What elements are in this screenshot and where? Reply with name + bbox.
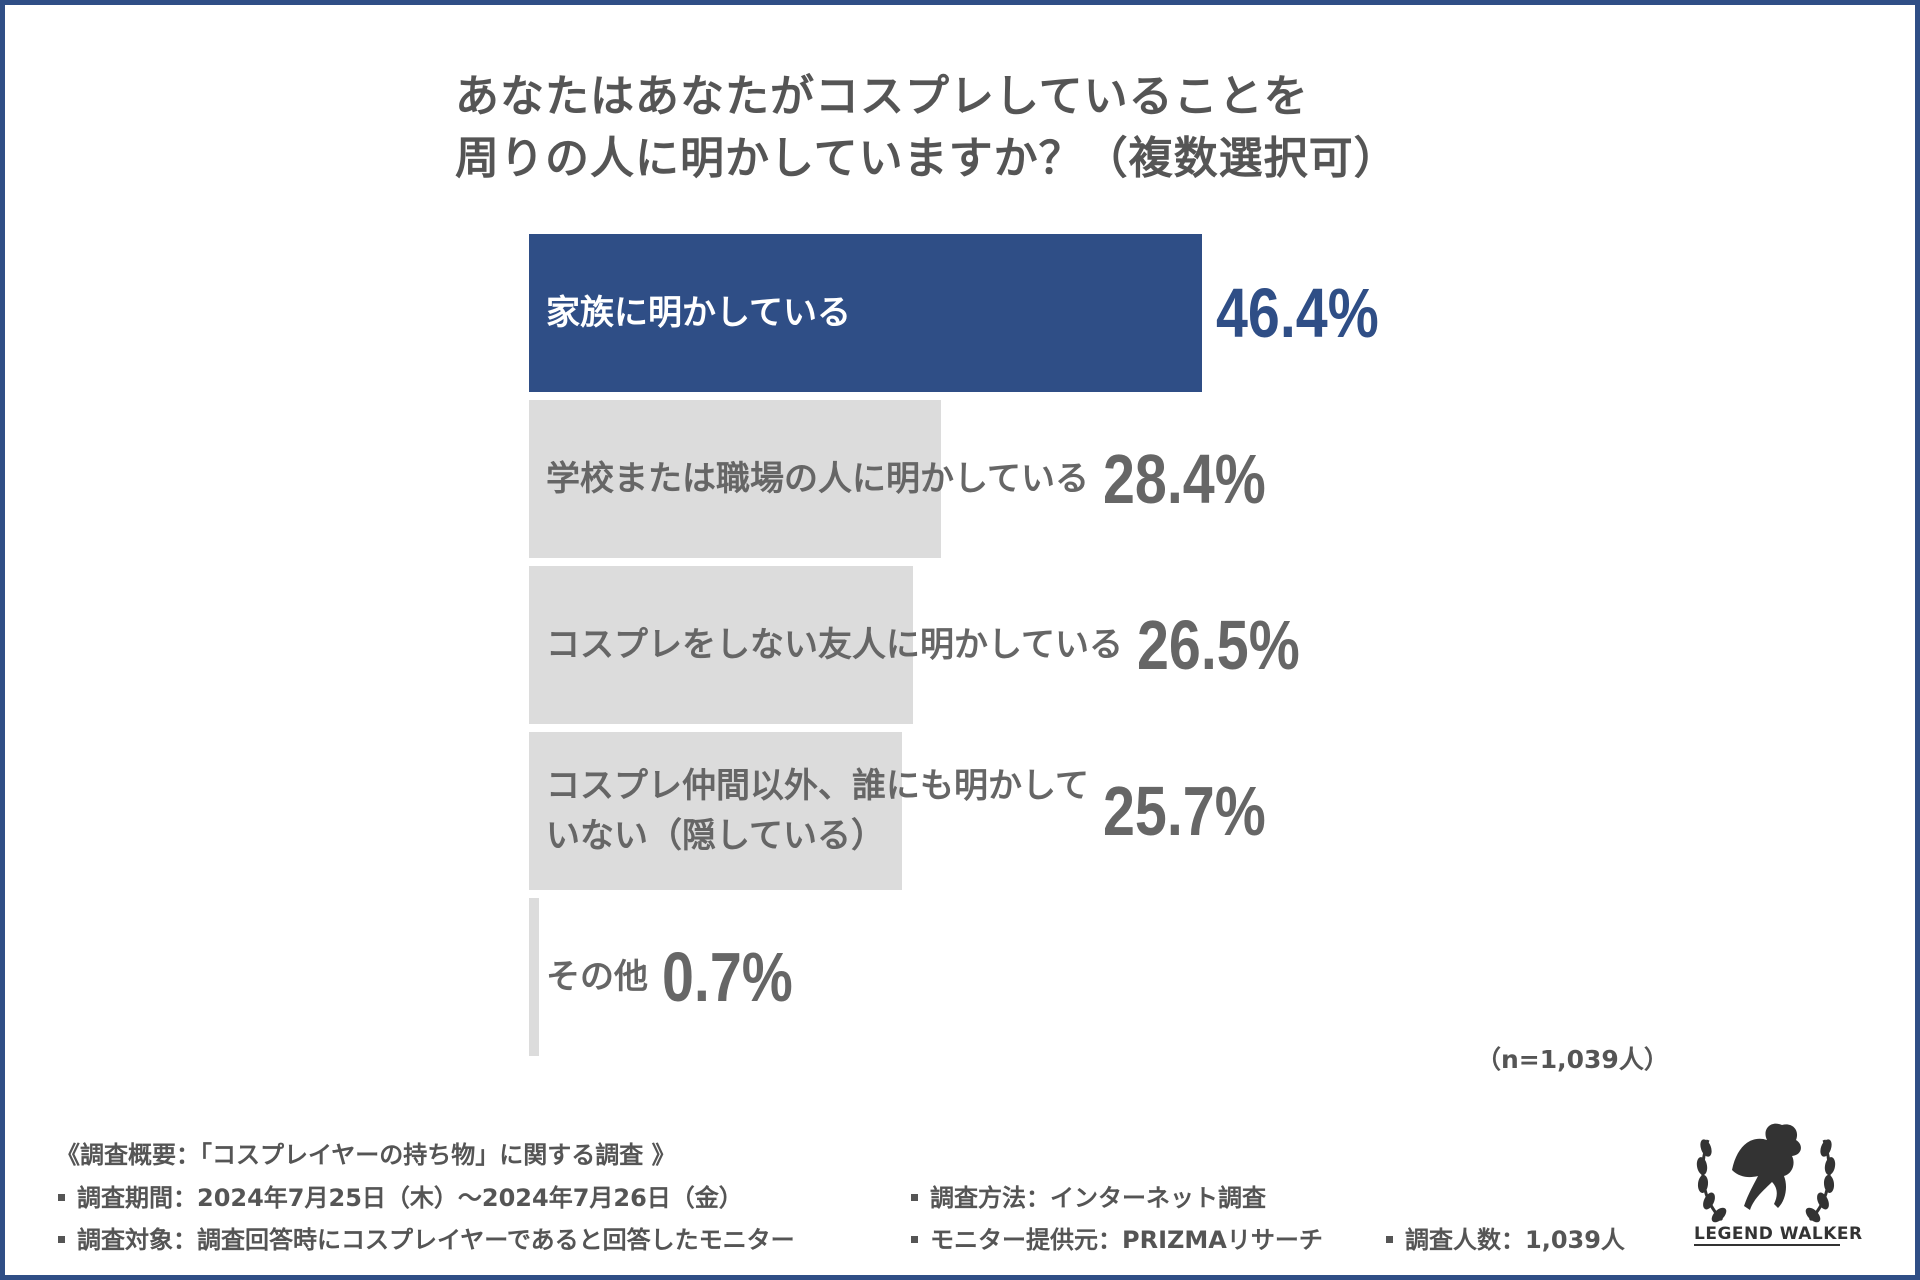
value-label-2: 26.5% — [1136, 606, 1300, 684]
value-label-3: 25.7% — [1102, 772, 1266, 850]
survey-method: 調査方法：インターネット調査 — [911, 1178, 1266, 1213]
category-label-line: 学校または職場の人に明かしている — [546, 459, 1089, 499]
survey-heading: 《調査概要：「コスプレイヤーの持ち物」に関する調査 》 — [56, 1141, 676, 1169]
survey-method-text: 調査方法：インターネット調査 — [930, 1184, 1266, 1212]
value-label-4: 0.7% — [662, 938, 793, 1016]
value-label-0: 46.4% — [1216, 274, 1379, 352]
brand-logo-text: LEGEND WALKER — [1694, 1224, 1863, 1246]
category-label-3: コスプレ仲間以外、誰にも明かして いない（隠している） — [546, 761, 1089, 861]
category-label-line: 家族に明かしている — [546, 293, 851, 333]
category-label-line: コスプレをしない友人に明かしている — [546, 625, 1123, 665]
survey-count-text: 調査人数：1,039人 — [1405, 1226, 1625, 1254]
category-label-line: いない（隠している） — [546, 816, 885, 856]
survey-period-text: 調査期間：2024年7月25日（木）～2024年7月26日（金） — [77, 1184, 743, 1212]
survey-provider: モニター提供元：PRIZMAリサーチ — [911, 1220, 1323, 1255]
bullet-icon — [58, 1235, 65, 1243]
category-label-1: 学校または職場の人に明かしている — [546, 454, 1089, 504]
bar-4 — [529, 898, 539, 1056]
bar-3 — [529, 732, 902, 890]
bar-2 — [529, 566, 913, 724]
bullet-icon — [911, 1235, 918, 1243]
bullet-icon — [1386, 1235, 1393, 1243]
survey-count: 調査人数：1,039人 — [1386, 1220, 1625, 1255]
bar-0 — [529, 234, 1202, 392]
category-label-line: その他 — [546, 957, 648, 997]
title-line-1: あなたはあなたがコスプレしていることを — [455, 71, 1309, 122]
title-line-2: 周りの人に明かしていますか？（複数選択可） — [455, 133, 1399, 184]
category-label-0: 家族に明かしている — [546, 288, 851, 338]
survey-target-text: 調査対象：調査回答時にコスプレイヤーであると回答したモニター — [77, 1226, 795, 1254]
value-label-1: 28.4% — [1102, 440, 1266, 518]
chart-title: あなたはあなたがコスプレしていることを 周りの人に明かしていますか？（複数選択可… — [455, 66, 1399, 190]
survey-target: 調査対象：調査回答時にコスプレイヤーであると回答したモニター — [58, 1220, 795, 1255]
sample-size-note: （n=1,039人） — [1476, 1045, 1669, 1074]
survey-period: 調査期間：2024年7月25日（木）～2024年7月26日（金） — [58, 1178, 743, 1213]
bar-1 — [529, 400, 941, 558]
category-label-2: コスプレをしない友人に明かしている — [546, 620, 1123, 670]
pegasus-laurel-icon — [1696, 1123, 1836, 1223]
category-label-line: コスプレ仲間以外、誰にも明かして — [546, 766, 1089, 806]
bar-chart: 家族に明かしている 46.4% 学校または職場の人に明かしている 28.4% コスプレを… — [529, 234, 1379, 1056]
bullet-icon — [911, 1193, 918, 1201]
category-label-4: その他 — [546, 952, 648, 1002]
bullet-icon — [58, 1193, 65, 1201]
survey-provider-text: モニター提供元：PRIZMAリサーチ — [930, 1226, 1323, 1254]
